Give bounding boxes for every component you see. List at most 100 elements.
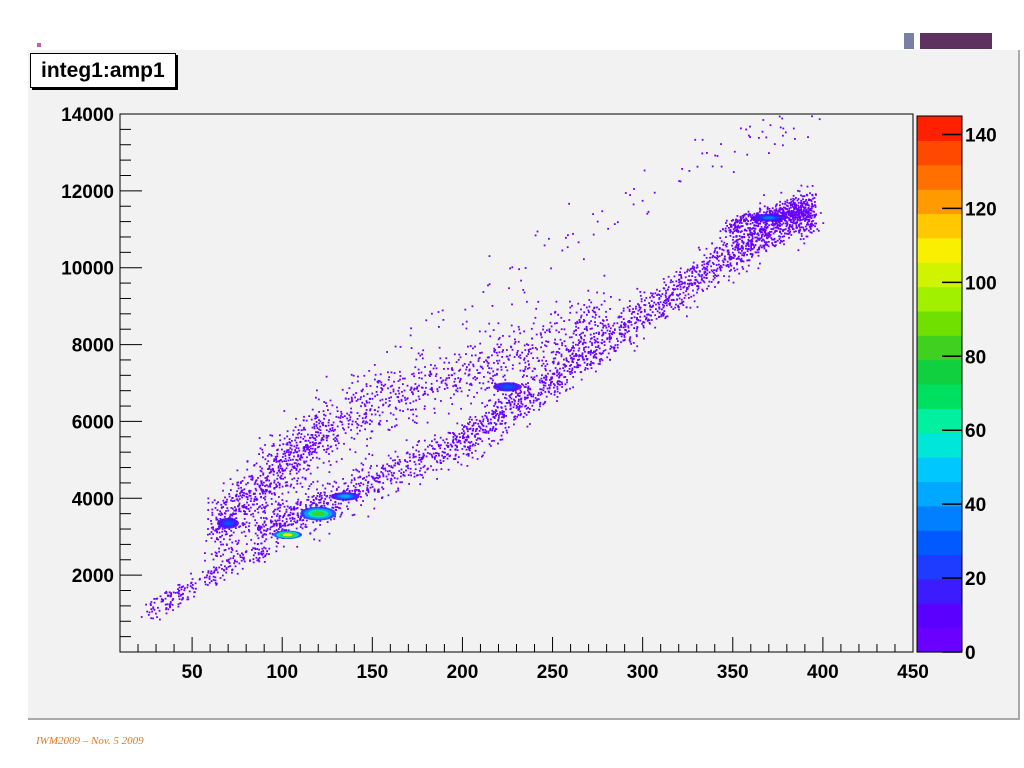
data-point bbox=[494, 427, 497, 430]
data-point bbox=[224, 503, 227, 506]
data-point bbox=[387, 405, 390, 408]
data-point bbox=[548, 328, 551, 331]
data-point bbox=[472, 377, 475, 380]
data-point bbox=[307, 488, 310, 490]
data-point bbox=[549, 384, 552, 386]
data-point bbox=[233, 499, 236, 502]
data-point bbox=[735, 228, 738, 231]
data-point bbox=[511, 303, 513, 306]
data-point bbox=[481, 367, 484, 370]
data-point bbox=[387, 470, 389, 473]
data-point bbox=[274, 455, 277, 458]
data-point bbox=[221, 530, 224, 533]
data-point bbox=[541, 380, 543, 382]
data-point bbox=[680, 280, 683, 283]
data-point bbox=[620, 321, 623, 323]
data-point bbox=[339, 417, 342, 419]
data-point bbox=[365, 383, 368, 385]
data-point bbox=[165, 607, 168, 609]
data-point bbox=[347, 501, 350, 504]
data-point bbox=[730, 258, 732, 260]
data-point bbox=[613, 223, 616, 225]
data-point bbox=[278, 496, 280, 498]
data-point bbox=[190, 572, 192, 575]
data-point bbox=[354, 396, 356, 399]
data-point bbox=[729, 262, 732, 265]
data-point bbox=[368, 423, 371, 425]
data-point bbox=[602, 350, 605, 352]
data-point bbox=[622, 339, 625, 342]
data-point bbox=[315, 498, 318, 500]
data-point bbox=[395, 424, 398, 427]
data-point bbox=[492, 412, 494, 415]
data-point bbox=[529, 348, 532, 350]
data-point bbox=[318, 422, 321, 425]
data-point bbox=[782, 134, 784, 137]
data-point bbox=[469, 445, 472, 447]
data-point bbox=[451, 403, 454, 405]
data-point bbox=[697, 287, 700, 289]
data-point bbox=[706, 265, 709, 268]
data-point bbox=[155, 612, 157, 615]
data-point bbox=[421, 353, 423, 356]
data-point bbox=[695, 271, 698, 273]
data-point bbox=[569, 373, 572, 375]
data-point bbox=[297, 429, 300, 431]
data-point bbox=[224, 565, 226, 568]
data-point bbox=[489, 399, 492, 402]
data-point bbox=[392, 388, 395, 391]
data-point bbox=[381, 472, 384, 475]
data-point bbox=[310, 447, 312, 450]
data-point bbox=[377, 379, 380, 382]
data-point bbox=[746, 153, 749, 156]
data-point bbox=[518, 406, 521, 409]
data-point bbox=[177, 584, 180, 586]
data-point bbox=[167, 594, 169, 597]
data-point bbox=[514, 338, 516, 341]
data-point bbox=[461, 428, 464, 431]
data-point bbox=[806, 212, 809, 215]
data-point bbox=[317, 442, 320, 445]
data-point bbox=[607, 227, 609, 230]
data-point bbox=[738, 238, 741, 240]
data-point bbox=[595, 353, 598, 355]
data-point bbox=[557, 362, 560, 365]
data-point bbox=[579, 340, 582, 343]
data-point bbox=[312, 495, 315, 497]
data-point bbox=[747, 243, 750, 246]
data-point bbox=[527, 348, 530, 351]
data-point bbox=[797, 204, 800, 207]
data-point bbox=[488, 322, 491, 325]
data-point bbox=[723, 241, 726, 244]
data-point bbox=[312, 481, 315, 483]
data-point bbox=[658, 303, 660, 306]
data-point bbox=[376, 394, 379, 396]
data-point bbox=[244, 513, 247, 515]
data-point bbox=[774, 223, 777, 226]
data-point bbox=[751, 253, 754, 255]
data-point bbox=[340, 421, 343, 423]
data-point bbox=[785, 232, 788, 235]
data-point bbox=[436, 379, 438, 382]
data-point bbox=[228, 493, 231, 495]
data-point bbox=[763, 231, 766, 233]
data-point bbox=[481, 423, 483, 425]
data-point bbox=[635, 305, 637, 308]
data-point bbox=[294, 439, 297, 442]
data-point bbox=[323, 417, 325, 420]
data-point bbox=[365, 420, 368, 423]
data-point bbox=[557, 361, 560, 364]
data-point bbox=[669, 294, 672, 297]
y-tick-label: 2000 bbox=[72, 566, 114, 587]
data-point bbox=[361, 468, 364, 471]
data-point bbox=[323, 413, 325, 416]
data-point bbox=[308, 453, 311, 456]
data-point bbox=[509, 404, 512, 407]
data-point bbox=[554, 322, 556, 325]
data-point bbox=[702, 280, 705, 282]
data-point bbox=[684, 294, 687, 297]
data-point bbox=[609, 338, 611, 341]
data-point bbox=[544, 384, 547, 387]
data-point bbox=[187, 598, 190, 601]
data-point bbox=[484, 405, 486, 408]
